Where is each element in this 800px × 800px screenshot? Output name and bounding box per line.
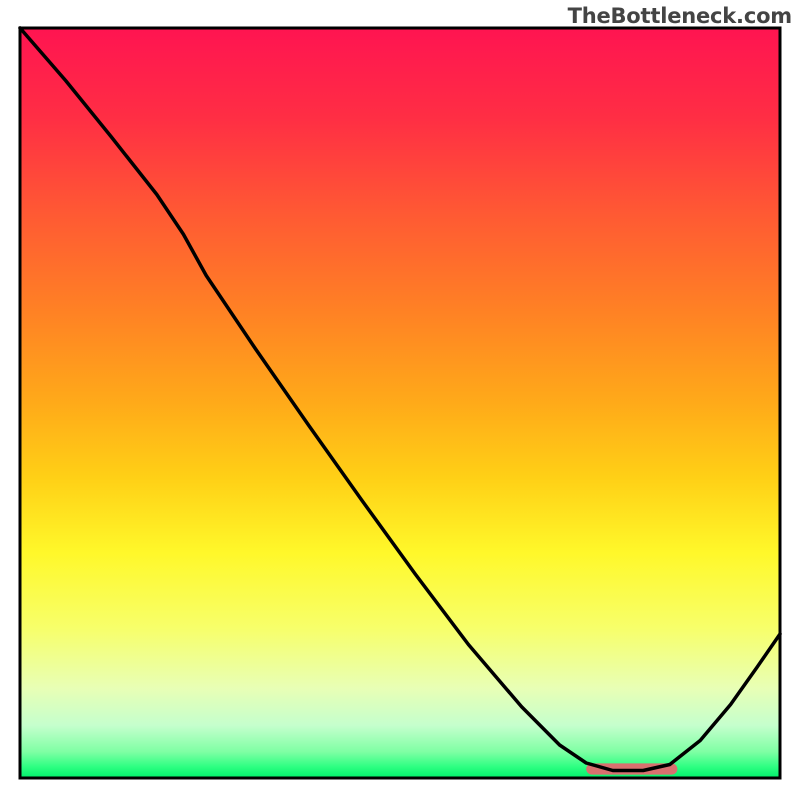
bottleneck-chart — [0, 0, 800, 800]
chart-stage: TheBottleneck.com — [0, 0, 800, 800]
watermark-text: TheBottleneck.com — [568, 4, 792, 28]
chart-gradient-background — [20, 28, 780, 778]
